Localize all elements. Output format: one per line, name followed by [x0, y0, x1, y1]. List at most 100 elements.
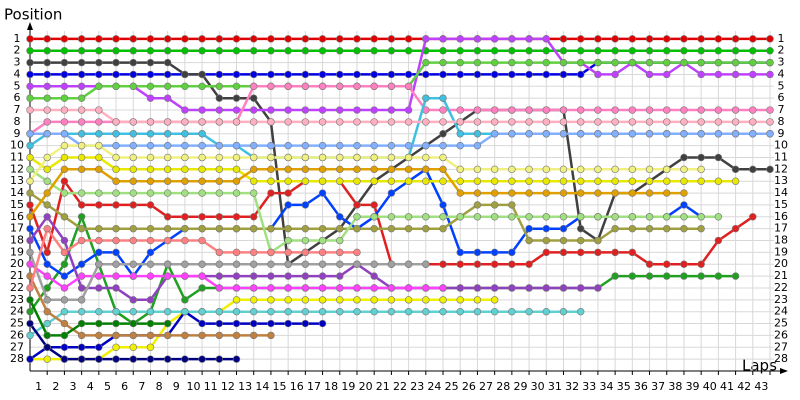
- position-marker: [26, 130, 34, 138]
- position-marker: [370, 153, 378, 162]
- position-marker: [594, 165, 602, 174]
- series-line: [30, 108, 770, 124]
- position-marker: [301, 236, 310, 245]
- position-marker: [163, 272, 172, 280]
- position-marker: [490, 70, 499, 79]
- y-tick-label: 22: [10, 281, 24, 294]
- position-marker: [284, 153, 292, 162]
- position-marker: [267, 307, 275, 316]
- position-marker: [60, 70, 69, 79]
- position-marker: [749, 106, 757, 114]
- position-marker: [181, 118, 189, 126]
- position-marker: [112, 272, 120, 280]
- position-marker: [404, 70, 413, 79]
- series-line: [28, 168, 702, 278]
- position-marker: [232, 141, 241, 150]
- position-marker: [26, 106, 34, 114]
- position-marker: [163, 355, 172, 363]
- x-tick-label: 11: [204, 380, 218, 393]
- position-marker: [112, 82, 120, 91]
- position-marker: [60, 319, 69, 328]
- position-marker: [336, 47, 344, 55]
- y-tick-label: 17: [10, 222, 24, 235]
- position-marker: [318, 118, 327, 126]
- position-marker: [60, 35, 69, 43]
- y-tick-label-right: 5: [778, 79, 785, 92]
- position-marker: [43, 70, 51, 79]
- position-marker: [353, 70, 361, 79]
- position-marker: [611, 165, 619, 174]
- position-marker: [508, 58, 516, 67]
- y-tick-label-right: 19: [774, 245, 788, 258]
- position-marker: [146, 189, 155, 197]
- position-marker: [77, 106, 86, 114]
- position-marker: [26, 319, 34, 328]
- position-marker: [129, 355, 137, 363]
- position-marker: [680, 213, 688, 221]
- position-marker: [77, 47, 86, 55]
- position-marker: [370, 296, 378, 304]
- y-tick-label: 5: [14, 79, 21, 92]
- position-marker: [77, 284, 86, 292]
- position-marker: [284, 248, 292, 257]
- position-marker: [766, 35, 774, 43]
- position-marker: [422, 224, 430, 233]
- position-marker: [95, 272, 103, 280]
- position-marker: [250, 307, 258, 316]
- position-marker: [232, 47, 241, 55]
- position-marker: [95, 260, 103, 268]
- position-marker: [60, 343, 69, 351]
- position-marker: [60, 165, 69, 174]
- position-marker: [473, 177, 482, 185]
- position-marker: [387, 165, 396, 174]
- position-marker: [766, 130, 774, 138]
- series-line: [30, 298, 495, 361]
- position-marker: [404, 141, 413, 150]
- position-marker: [456, 248, 464, 257]
- position-marker: [663, 58, 671, 67]
- position-marker: [77, 130, 86, 138]
- position-marker: [163, 331, 172, 340]
- position-marker: [353, 213, 361, 221]
- position-marker: [542, 70, 550, 79]
- position-marker: [318, 165, 327, 174]
- series-line: [30, 132, 770, 147]
- position-marker: [181, 331, 189, 340]
- position-marker: [645, 58, 654, 67]
- y-tick-label-right: 13: [774, 174, 788, 187]
- position-marker: [284, 118, 292, 126]
- position-marker: [628, 130, 637, 138]
- position-marker: [731, 35, 740, 43]
- position-marker: [267, 153, 275, 162]
- position-marker: [749, 213, 757, 221]
- position-marker: [250, 284, 258, 292]
- position-marker: [129, 82, 137, 91]
- position-marker: [490, 106, 499, 114]
- position-marker: [628, 189, 637, 197]
- position-marker: [77, 153, 86, 162]
- position-marker: [181, 236, 189, 245]
- position-marker: [576, 236, 585, 245]
- position-marker: [422, 213, 430, 221]
- y-tick-label: 9: [14, 127, 21, 140]
- y-tick-label-right: 26: [774, 328, 788, 341]
- x-axis-label: Laps: [742, 357, 777, 375]
- position-marker: [645, 118, 654, 126]
- position-marker: [129, 331, 137, 340]
- position-marker: [267, 331, 275, 340]
- position-marker: [60, 284, 69, 292]
- position-marker: [525, 177, 533, 185]
- position-marker: [353, 248, 361, 257]
- position-marker: [576, 106, 585, 114]
- position-marker: [284, 189, 292, 197]
- position-marker: [318, 272, 327, 280]
- position-marker: [146, 201, 155, 209]
- position-marker: [645, 177, 654, 185]
- position-marker: [267, 296, 275, 304]
- position-marker: [456, 58, 464, 67]
- position-marker: [43, 319, 51, 328]
- position-marker: [181, 296, 189, 304]
- position-marker: [611, 35, 619, 43]
- y-tick-label: 24: [10, 305, 24, 318]
- position-marker: [232, 165, 241, 174]
